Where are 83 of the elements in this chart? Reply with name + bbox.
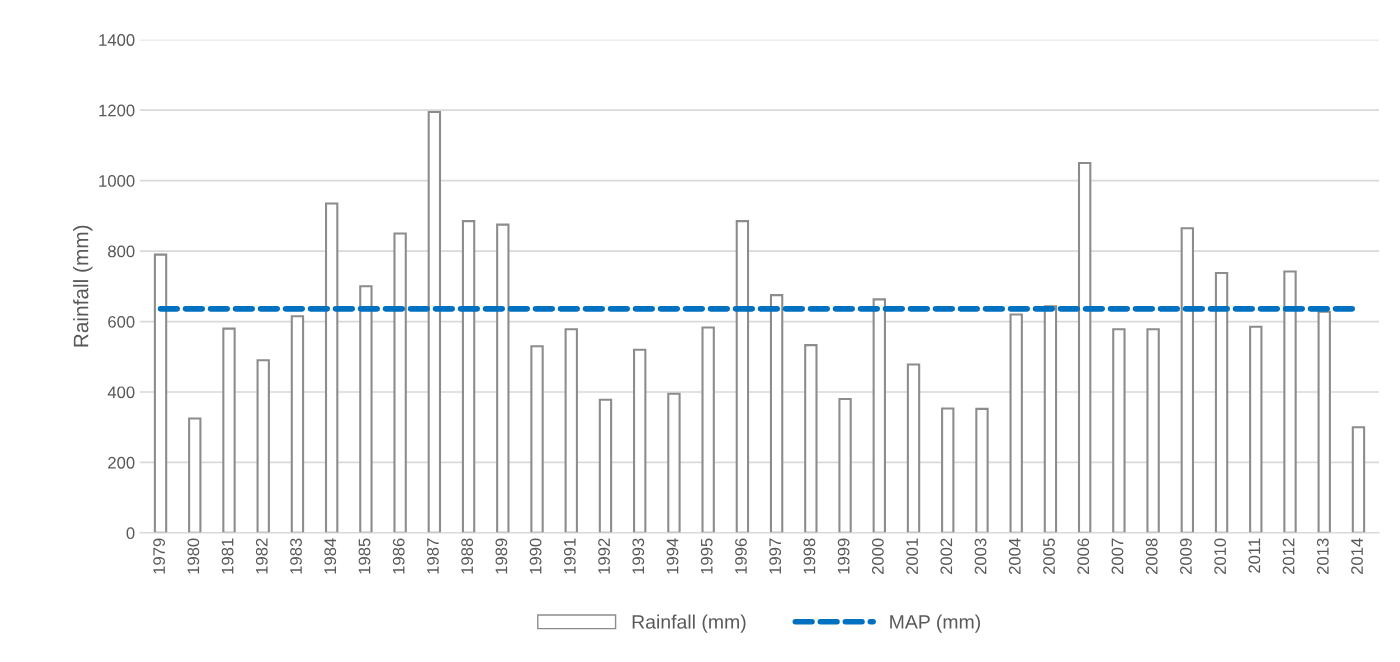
bar	[324, 202, 339, 533]
x-tick-label: 1987	[427, 538, 439, 574]
x-tick-label: 2005	[1043, 538, 1055, 575]
bar	[427, 110, 442, 533]
bar	[188, 417, 202, 533]
x-tick-label: 1988	[461, 538, 474, 574]
y-tick-label: 1000	[99, 175, 135, 187]
bar	[256, 359, 270, 533]
bar	[153, 253, 168, 533]
y-tick-label: 600	[108, 315, 135, 328]
x-tick-label: 1990	[529, 538, 542, 574]
x-tick-label: 2007	[1111, 538, 1124, 575]
bar	[1077, 161, 1092, 533]
x-tick-label: 1995	[700, 538, 713, 574]
x-tick-label: 1998	[803, 538, 816, 574]
x-tick-label: 1989	[495, 538, 508, 574]
x-tick-label: 1986	[392, 538, 405, 574]
bar	[1214, 271, 1229, 533]
x-tick-label: 1993	[632, 538, 645, 574]
x-tick-label: 1997	[769, 538, 782, 574]
bar	[290, 315, 305, 533]
x-tick-label: 1999	[837, 538, 850, 574]
x-tick-label: 1994	[666, 538, 679, 574]
x-tick-label: 1981	[221, 538, 234, 574]
y-tick-label: 400	[107, 386, 135, 399]
y-tick-label: 200	[108, 456, 135, 469]
x-tick-label: 2001	[906, 538, 918, 575]
x-tick-label: 2003	[974, 538, 987, 575]
x-tick-label: 2010	[1214, 538, 1227, 575]
x-tick-label: 2013	[1316, 538, 1329, 575]
x-tick-label: 2008	[1145, 538, 1158, 575]
bar	[1283, 270, 1297, 533]
bar	[872, 298, 886, 533]
bar	[1146, 328, 1160, 533]
x-tick-label: 2000	[871, 538, 884, 575]
bar	[564, 328, 578, 533]
bar	[496, 223, 510, 533]
bar	[975, 407, 989, 533]
bar	[530, 345, 544, 533]
bar	[1180, 227, 1195, 533]
bar	[598, 398, 613, 533]
x-tick-label: 2014	[1351, 538, 1363, 575]
x-tick-label: 1984	[324, 538, 337, 574]
bar	[804, 344, 818, 533]
legend-label: Rainfall (mm)	[632, 614, 746, 633]
bar	[838, 398, 852, 533]
bar	[1043, 305, 1058, 533]
legend-label: MAP (mm)	[890, 614, 980, 633]
bar	[1317, 310, 1331, 533]
x-tick-label: 1985	[358, 538, 371, 574]
bar	[769, 294, 784, 533]
bar	[222, 327, 236, 533]
bar	[359, 285, 373, 533]
y-tick-label: 0	[126, 527, 135, 540]
x-tick-label: 1982	[255, 538, 268, 574]
x-tick-label: 2006	[1077, 538, 1090, 575]
bar	[735, 220, 750, 533]
x-tick-label: 2011	[1248, 538, 1261, 573]
bar	[1112, 328, 1126, 533]
bar	[461, 220, 476, 533]
bar	[1351, 426, 1366, 533]
x-tick-label: 2009	[1180, 538, 1192, 575]
x-tick-label: 2004	[1008, 538, 1021, 575]
bar	[941, 407, 955, 533]
bar	[1249, 325, 1263, 533]
y-tick-label: 1400	[99, 34, 135, 46]
bar	[667, 392, 681, 533]
x-tick-label: 2002	[940, 538, 953, 575]
bar	[701, 326, 715, 533]
bar	[633, 348, 647, 533]
x-tick-label: 1983	[290, 538, 302, 574]
x-tick-label: 1996	[735, 538, 747, 574]
x-tick-label: 1992	[598, 538, 610, 574]
x-tick-label: 1980	[187, 538, 200, 574]
x-tick-label: 1991	[563, 538, 576, 574]
y-tick-label: 800	[108, 245, 135, 258]
y-axis-title: Rainfall (mm)	[73, 225, 93, 347]
bar	[393, 232, 407, 533]
bar	[1009, 313, 1023, 533]
x-tick-label: 2012	[1282, 538, 1295, 575]
x-tick-label: 1979	[153, 538, 166, 574]
y-tick-label: 1200	[99, 104, 135, 117]
bar	[906, 363, 921, 533]
